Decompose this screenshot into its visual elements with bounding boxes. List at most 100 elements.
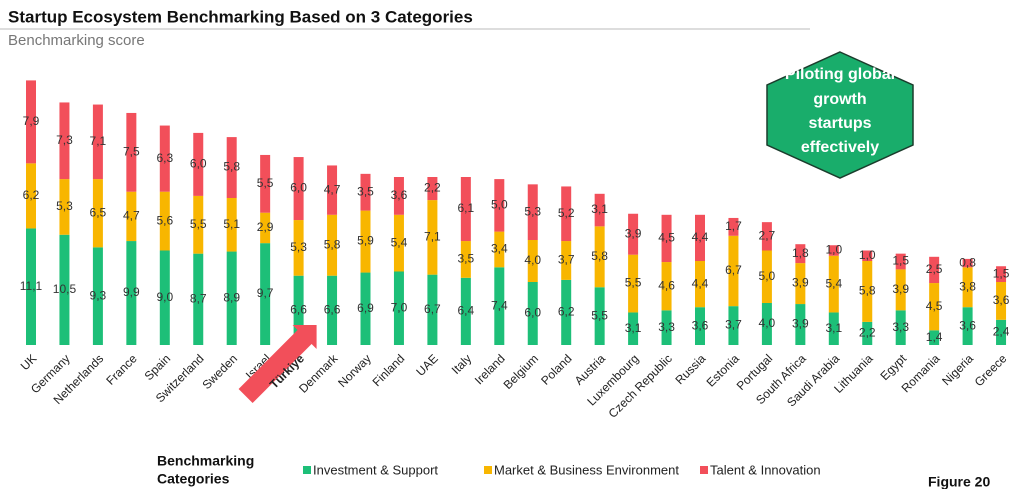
value-label: 6,0 [290, 181, 307, 195]
bar-segment [260, 154, 271, 213]
value-label: 6,0 [524, 306, 541, 320]
bar-segment [761, 250, 772, 303]
value-label: 1,0 [825, 243, 842, 257]
x-tick-label: UK [18, 351, 40, 373]
bar-segment [962, 267, 973, 308]
bar-segment [862, 261, 873, 322]
bar-segment [561, 279, 572, 345]
callout-line: growth [813, 91, 866, 108]
bar-segment [594, 193, 605, 227]
value-label: 6,4 [458, 304, 475, 318]
value-label: 0,8 [959, 255, 976, 269]
legend-title: Categories [157, 471, 230, 487]
value-label: 3,6 [391, 188, 408, 202]
value-label: 6,6 [324, 303, 341, 317]
bar-segment [92, 179, 103, 248]
callout-hexagon [766, 51, 914, 179]
value-label: 2,7 [759, 228, 776, 242]
value-label: 3,1 [591, 202, 608, 216]
highlight-arrow [238, 329, 313, 403]
value-label: 5,4 [825, 276, 842, 290]
bar-segment [193, 132, 204, 196]
bar-segment [628, 254, 639, 313]
value-label: 5,4 [391, 235, 408, 249]
chart-title: Startup Ecosystem Benchmarking Based on … [8, 7, 473, 26]
value-label: 4,4 [692, 230, 709, 244]
bar-segment [126, 191, 137, 242]
value-label: 5,2 [558, 206, 575, 220]
value-label: 7,3 [56, 133, 73, 147]
value-label: 5,3 [56, 199, 73, 213]
x-tick-label: UAE [413, 351, 440, 378]
value-label: 1,4 [926, 330, 943, 344]
value-label: 3,7 [558, 253, 575, 267]
value-label: 7,5 [123, 144, 140, 158]
bar-segment [327, 214, 338, 276]
value-label: 5,8 [324, 237, 341, 251]
bar-segment [695, 214, 705, 261]
value-label: 2,2 [424, 181, 441, 195]
bar-segment [293, 275, 304, 345]
bar-segment [828, 312, 839, 345]
value-label: 8,7 [190, 291, 207, 305]
value-label: 6,1 [458, 201, 475, 215]
bar-segment [260, 212, 271, 244]
bar-segment [728, 306, 739, 345]
value-label: 7,1 [424, 230, 441, 244]
bar-segment [795, 304, 806, 345]
highlight-arrowhead [292, 325, 317, 349]
value-label: 3,1 [625, 321, 642, 335]
bar-segment [761, 303, 772, 345]
bar-segment [661, 310, 672, 345]
value-label: 3,9 [625, 226, 642, 240]
x-tick-label: Spain [142, 351, 174, 383]
value-label: 6,7 [424, 302, 441, 316]
legend-swatch [700, 466, 708, 474]
figure-label: Figure 20 [928, 474, 990, 489]
value-label: 7,1 [90, 134, 107, 148]
bar-segment [527, 282, 538, 345]
value-label: 2,9 [257, 220, 274, 234]
bar-segment [460, 241, 471, 278]
value-label: 9,7 [257, 286, 274, 300]
x-tick-label: France [103, 351, 140, 388]
bar-segment [293, 157, 304, 221]
value-label: 3,1 [825, 321, 842, 335]
value-label: 1,5 [993, 266, 1009, 280]
value-label: 3,9 [792, 276, 809, 290]
legend-swatch [303, 466, 311, 474]
value-label: 6,9 [357, 301, 374, 315]
value-label: 4,5 [926, 299, 943, 313]
bar-segment [561, 186, 572, 242]
bar-segment [962, 258, 973, 268]
bar-segment [695, 261, 705, 308]
value-label: 2,5 [926, 262, 943, 276]
value-label: 4,0 [524, 253, 541, 267]
x-tick-label: Nigeria [939, 351, 976, 388]
bar-segment [293, 220, 304, 276]
legend-label: Talent & Innovation [710, 462, 821, 477]
value-label: 1,5 [892, 254, 909, 268]
value-label: 4,4 [692, 276, 709, 290]
bar-segment [728, 217, 739, 236]
value-label: 6,2 [23, 188, 40, 202]
bar-segment [226, 198, 237, 252]
value-label: 3,3 [892, 320, 909, 334]
bar-segment [327, 165, 338, 215]
value-label: 6,3 [156, 151, 173, 165]
bar-segment [460, 177, 471, 242]
value-label: 3,8 [959, 279, 976, 293]
bar-segment [628, 213, 639, 255]
value-label: 5,8 [591, 249, 608, 263]
value-label: 5,5 [591, 308, 608, 322]
bar-segment [427, 274, 438, 345]
value-label: 5,0 [759, 269, 776, 283]
value-label: 2,2 [859, 326, 876, 340]
bar-segment [929, 256, 940, 284]
bar-segment [527, 184, 538, 240]
legend-label: Market & Business Environment [494, 462, 679, 477]
value-label: 6,2 [558, 305, 575, 319]
bar-segment [594, 287, 605, 345]
bar-segment [594, 226, 605, 288]
x-tick-label: Italy [449, 351, 474, 376]
